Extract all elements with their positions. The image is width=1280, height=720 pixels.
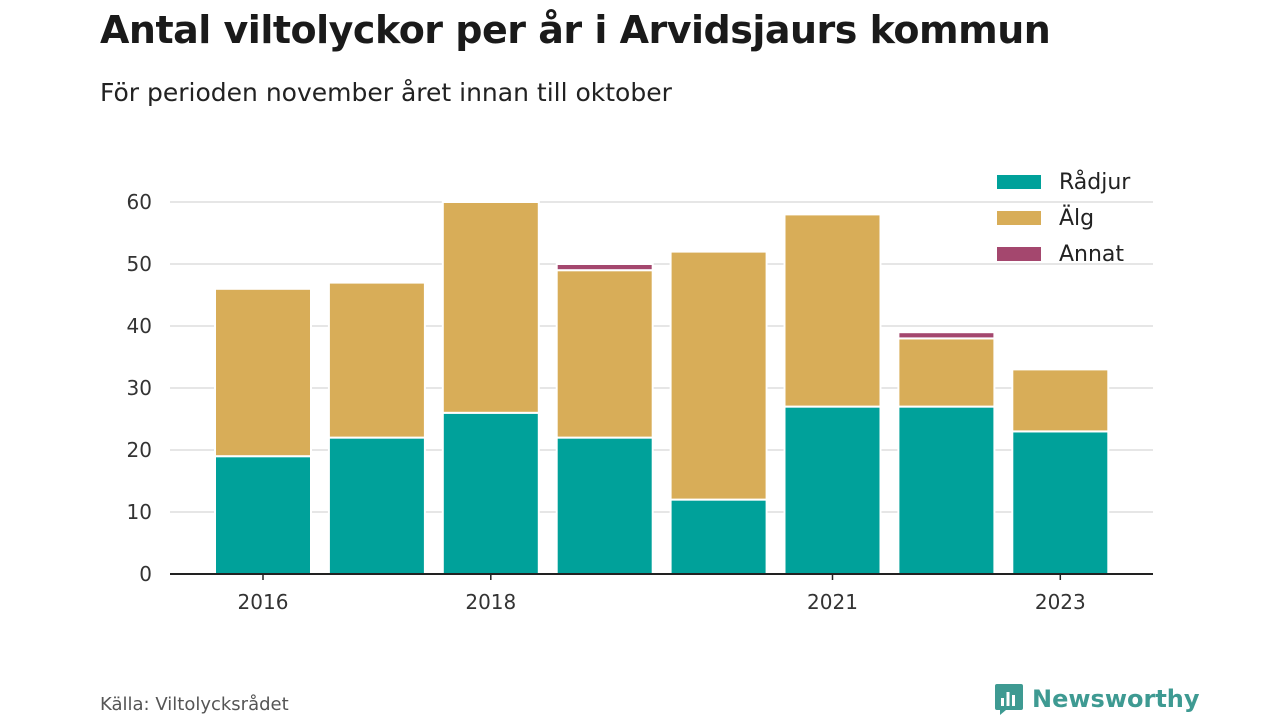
- newsworthy-logo-icon: [995, 684, 1023, 715]
- bar-älg-2023: [1011, 368, 1110, 433]
- chart-title: Antal viltolyckor per år i Arvidsjaurs k…: [100, 8, 1051, 52]
- bar-älg-2018: [441, 201, 540, 414]
- legend-label: Annat: [1059, 242, 1124, 267]
- y-tick-label: 50: [127, 252, 152, 276]
- legend: Rådjur Älg Annat: [997, 169, 1131, 267]
- y-tick-label: 60: [127, 190, 152, 214]
- bar-rådjur-2016: [214, 455, 312, 576]
- legend-label: Rådjur: [1059, 169, 1131, 195]
- x-tick-label: 2021: [807, 590, 858, 614]
- legend-label: Älg: [1059, 205, 1094, 231]
- y-tick-label: 30: [127, 376, 152, 400]
- legend-swatch-älg: [997, 211, 1041, 225]
- legend-swatch-annat: [997, 247, 1041, 261]
- bar-älg-2016: [214, 287, 312, 458]
- bar-älg-2022: [897, 337, 996, 408]
- y-tick-label: 20: [127, 438, 152, 462]
- bar-älg-2017: [327, 281, 426, 439]
- source-note: Källa: Viltolycksrådet: [100, 694, 289, 715]
- y-tick-label: 0: [139, 562, 152, 586]
- x-tick-label: 2018: [465, 590, 516, 614]
- bar-annat-2019: [555, 263, 654, 272]
- chart-subtitle: För perioden november året innan till ok…: [100, 78, 672, 107]
- bar-rådjur-2018: [441, 411, 540, 575]
- bar-älg-2021: [783, 213, 882, 408]
- y-tick-label: 40: [127, 314, 152, 338]
- bar-älg-2019: [555, 269, 654, 439]
- brand-name: Newsworthy: [1032, 685, 1200, 713]
- x-tick-label: 2016: [238, 590, 289, 614]
- y-tick-label: 10: [127, 500, 152, 524]
- bar-rådjur-2017: [327, 436, 426, 575]
- bar-chart: 0 10 20 30 40 50 60 2016 2018 2021 2023 Rådjur Älg A…: [127, 169, 1153, 614]
- bar-rådjur-2021: [783, 405, 882, 575]
- x-tick-label: 2023: [1035, 590, 1086, 614]
- legend-swatch-rådjur: [997, 175, 1041, 189]
- bar-rådjur-2023: [1011, 430, 1110, 575]
- axes: 0 10 20 30 40 50 60 2016 2018 2021 2023: [127, 190, 1153, 614]
- bar-annat-2022: [897, 331, 996, 340]
- bars: [214, 201, 1110, 576]
- newsworthy-logo: Newsworthy: [994, 682, 1200, 716]
- bar-rådjur-2022: [897, 405, 996, 575]
- bar-rådjur-2019: [555, 436, 654, 575]
- bar-älg-2020: [669, 250, 768, 501]
- bar-rådjur-2020: [669, 498, 768, 576]
